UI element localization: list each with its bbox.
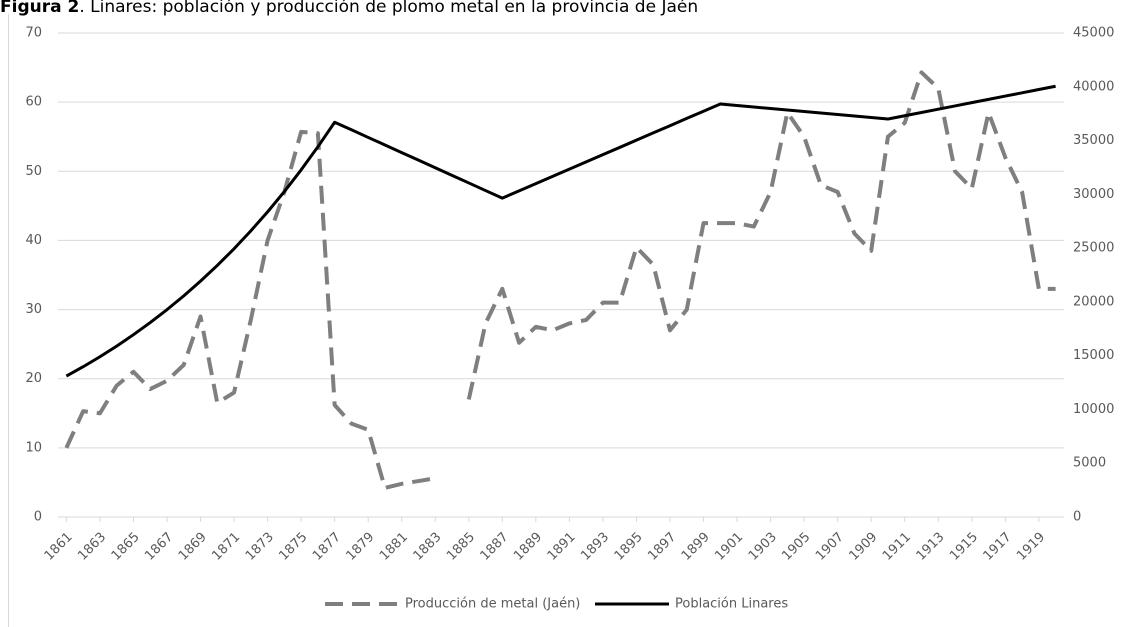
x-tick-label: 1917 (981, 530, 1015, 564)
y-tick-label: 70 (25, 26, 42, 41)
x-tick-label: 1887 (478, 530, 512, 564)
figure-title: Figura 2. Linares: población y producció… (0, 0, 698, 17)
x-tick-label: 1909 (846, 530, 880, 564)
title-text: . Linares: población y producción de plo… (79, 0, 698, 17)
y2-tick-label: 15000 (1073, 348, 1114, 363)
x-tick-label: 1861 (42, 530, 76, 564)
x-tick-label: 1879 (343, 530, 377, 564)
y-tick-label: 30 (25, 302, 42, 317)
x-tick-label: 1891 (545, 530, 579, 564)
x-tick-label: 1873 (243, 530, 277, 564)
x-tick-label: 1893 (578, 530, 612, 564)
legend-label: Producción de metal (Jaén) (405, 597, 580, 612)
y2-tick-label: 5000 (1073, 456, 1106, 471)
y2-tick-label: 10000 (1073, 402, 1114, 417)
y-tick-label: 20 (25, 371, 42, 386)
legend-label: Población Linares (675, 597, 788, 612)
x-tick-label: 1871 (209, 530, 243, 564)
x-tick-label: 1877 (310, 530, 344, 564)
x-tick-label: 1897 (645, 530, 679, 564)
y2-tick-label: 40000 (1073, 79, 1114, 94)
x-tick-label: 1867 (142, 530, 176, 564)
x-tick-label: 1907 (813, 530, 847, 564)
x-tick-label: 1903 (746, 530, 780, 564)
x-tick-label: 1919 (1014, 530, 1048, 564)
x-tick-label: 1899 (679, 530, 713, 564)
x-tick-label: 1875 (276, 530, 310, 564)
figure-label: Figura 2 (0, 0, 79, 17)
x-tick-label: 1885 (444, 530, 478, 564)
y-tick-label: 40 (25, 233, 42, 248)
y2-tick-label: 45000 (1073, 26, 1114, 41)
y2-tick-label: 35000 (1073, 133, 1114, 148)
x-tick-label: 1911 (880, 530, 914, 564)
x-tick-label: 1915 (947, 530, 981, 564)
x-tick-label: 1881 (377, 530, 411, 564)
x-tick-label: 1889 (511, 530, 545, 564)
x-tick-label: 1901 (712, 530, 746, 564)
x-tick-label: 1905 (779, 530, 813, 564)
y2-tick-label: 0 (1073, 510, 1081, 525)
y2-tick-label: 25000 (1073, 241, 1114, 256)
x-tick-label: 1913 (914, 530, 948, 564)
y-tick-label: 0 (34, 510, 42, 525)
x-tick-label: 1895 (612, 530, 646, 564)
x-tick-label: 1869 (176, 530, 210, 564)
series-line (64, 70, 1056, 490)
y-tick-label: 60 (25, 95, 42, 110)
y-tick-label: 50 (25, 164, 42, 179)
x-tick-label: 1865 (109, 530, 143, 564)
x-tick-label: 1883 (411, 530, 445, 564)
y2-tick-label: 30000 (1073, 187, 1114, 202)
series-line (65, 84, 1056, 378)
y2-tick-label: 20000 (1073, 294, 1114, 309)
y-tick-label: 10 (25, 440, 42, 455)
x-tick-label: 1863 (75, 530, 109, 564)
